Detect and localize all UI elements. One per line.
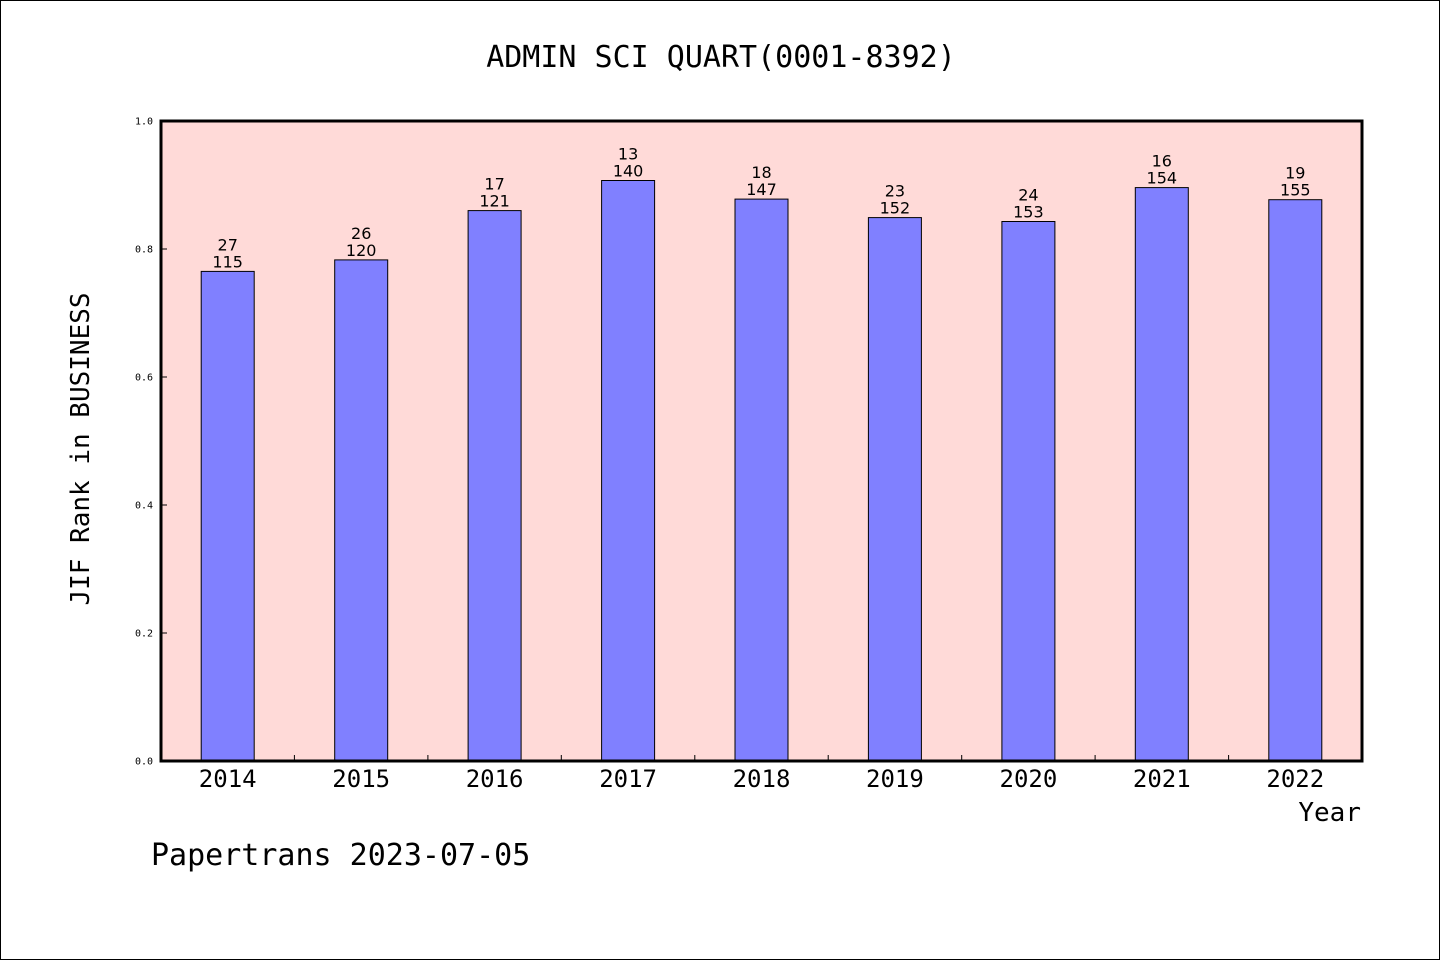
- y-tick-label-0.6: 0.6: [135, 373, 153, 384]
- y-axis-label: JIF Rank in BUSINESS: [66, 292, 96, 605]
- bar-2022: [1268, 199, 1323, 762]
- bar-label-bottom-2018: 147: [746, 180, 777, 199]
- bar-2018: [734, 198, 789, 762]
- bar-2021: [1134, 187, 1189, 762]
- bar-2020: [1001, 221, 1056, 762]
- y-tick-label-0.2: 0.2: [135, 629, 153, 640]
- bar-label-bottom-2016: 121: [479, 192, 510, 211]
- bar-label-top-2018: 18: [751, 163, 771, 182]
- bar-2017: [601, 180, 656, 762]
- bar-2015: [334, 259, 389, 762]
- bar-label-top-2019: 23: [885, 182, 905, 201]
- bar-label-top-2017: 13: [618, 145, 638, 164]
- plot-frame: [159, 119, 1364, 763]
- bars-layer: [200, 180, 1323, 762]
- x-tick-label-2019: 2019: [866, 765, 924, 793]
- bar-label-top-2022: 19: [1285, 164, 1305, 183]
- bar-label-bottom-2021: 154: [1147, 169, 1178, 188]
- x-tick-label-2022: 2022: [1266, 765, 1324, 793]
- bar-label-bottom-2015: 120: [346, 241, 377, 260]
- footer-credit: Papertrans 2023-07-05: [151, 838, 530, 873]
- bar-label-top-2020: 24: [1018, 186, 1038, 205]
- bar-label-bottom-2017: 140: [613, 162, 644, 181]
- x-axis-ticks: 2014 2015 2016 2017 2018 2019 2020 2021 2022: [199, 755, 1324, 793]
- x-tick-label-2015: 2015: [332, 765, 390, 793]
- bar-label-top-2021: 16: [1152, 152, 1172, 171]
- x-tick-label-2017: 2017: [599, 765, 657, 793]
- bar-label-bottom-2022: 155: [1280, 181, 1311, 200]
- x-tick-label-2018: 2018: [733, 765, 791, 793]
- x-tick-label-2016: 2016: [466, 765, 524, 793]
- bar-2019: [867, 217, 922, 762]
- y-tick-label-1.0: 1.0: [135, 117, 153, 128]
- bar-label-top-2015: 26: [351, 224, 371, 243]
- y-tick-label-0.4: 0.4: [135, 501, 153, 512]
- chart-title: ADMIN SCI QUART(0001-8392): [486, 40, 956, 75]
- y-tick-label-0.8: 0.8: [135, 245, 153, 256]
- x-axis-label: Year: [1298, 798, 1361, 828]
- bar-label-top-2014: 27: [218, 235, 238, 254]
- bar-2014: [200, 270, 255, 762]
- x-tick-label-2014: 2014: [199, 765, 257, 793]
- bar-label-bottom-2019: 152: [880, 199, 911, 218]
- y-tick-label-0.0: 0.0: [135, 757, 153, 768]
- x-tick-label-2021: 2021: [1133, 765, 1191, 793]
- bar-label-bottom-2014: 115: [212, 252, 243, 271]
- bar-2016: [467, 210, 522, 762]
- x-tick-label-2020: 2020: [1000, 765, 1058, 793]
- bar-label-top-2016: 17: [484, 175, 504, 194]
- bar-label-bottom-2020: 153: [1013, 203, 1044, 222]
